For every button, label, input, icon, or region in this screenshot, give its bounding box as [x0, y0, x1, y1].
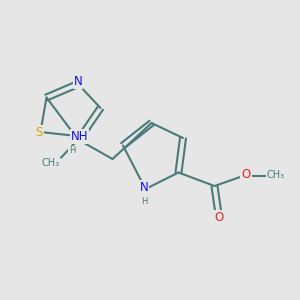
Text: O: O [242, 167, 250, 181]
Text: CH₃: CH₃ [42, 158, 60, 169]
Text: N: N [140, 181, 148, 194]
Text: S: S [35, 125, 43, 139]
Text: O: O [214, 211, 224, 224]
Text: N: N [74, 75, 82, 88]
Text: H: H [69, 146, 75, 155]
Text: NH: NH [71, 130, 88, 143]
Text: H: H [141, 197, 147, 206]
Text: CH₃: CH₃ [267, 170, 285, 181]
